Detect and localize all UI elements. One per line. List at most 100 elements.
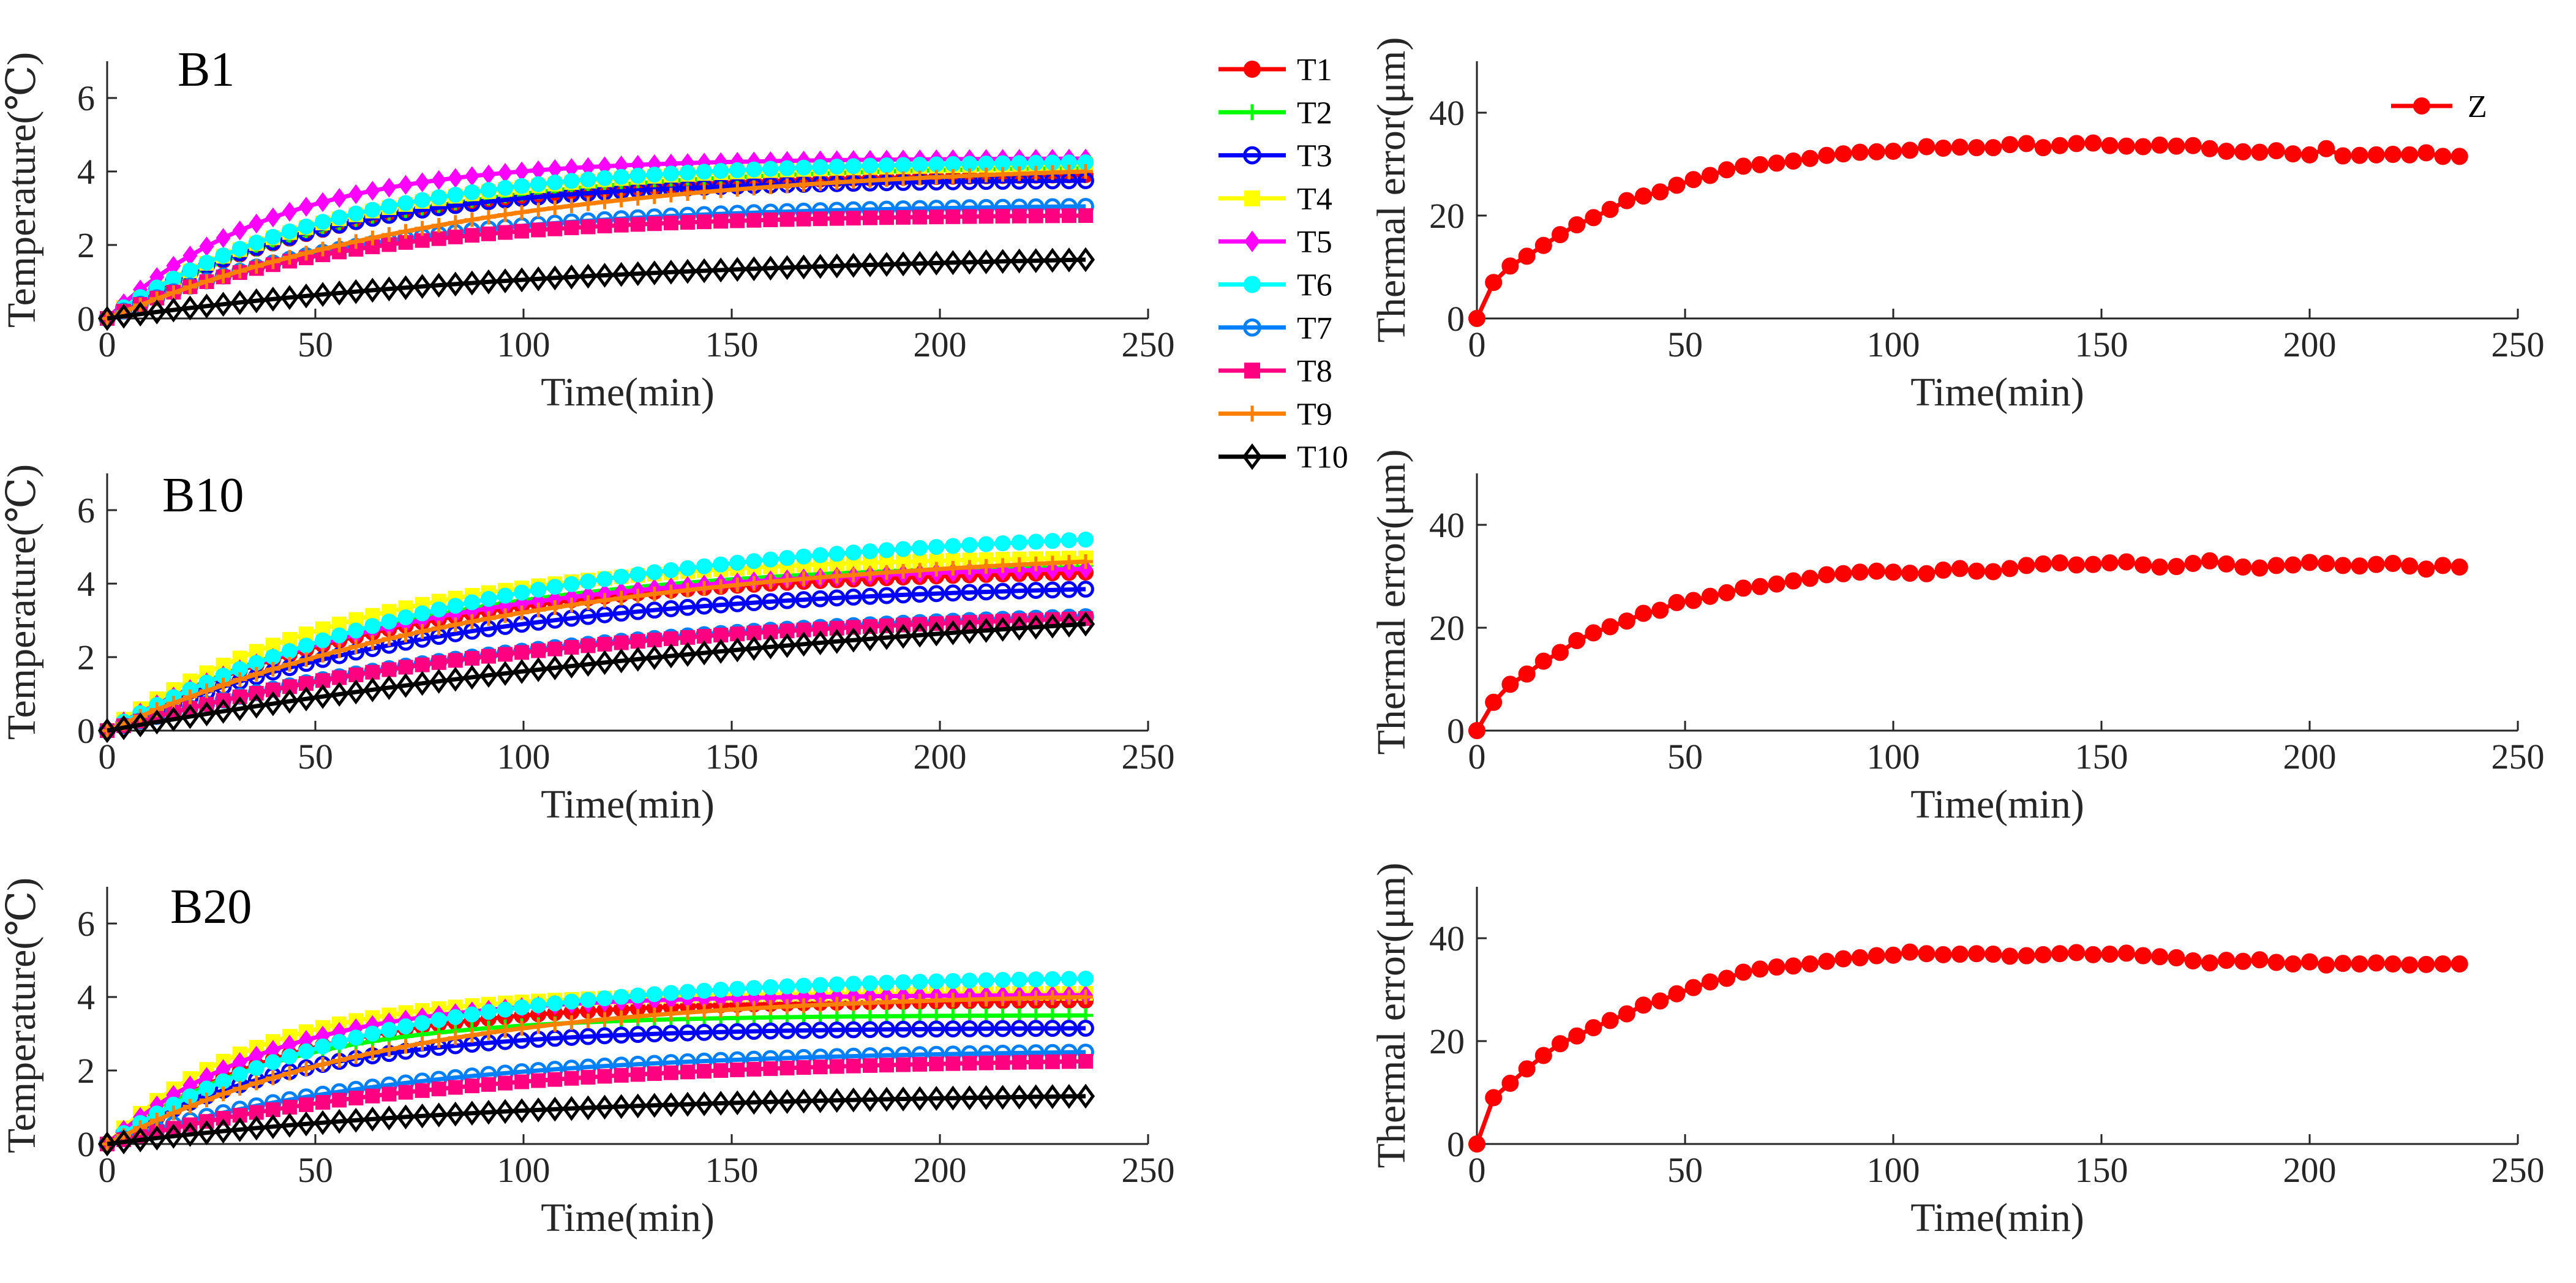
- data-point: [2450, 148, 2468, 165]
- data-point: [1061, 208, 1076, 224]
- data-point: [762, 979, 779, 995]
- data-point: [199, 1067, 214, 1087]
- data-point: [896, 563, 911, 579]
- data-point: [2267, 954, 2285, 971]
- series-T6: [99, 971, 1094, 1152]
- data-point: [249, 667, 264, 682]
- data-point: [481, 1077, 496, 1092]
- data-point: [1934, 946, 1952, 963]
- data-point: [630, 1009, 645, 1024]
- x-tick-label: 0: [1468, 1150, 1486, 1190]
- legend-entry-T5: T5: [1219, 225, 1332, 260]
- data-point: [628, 1093, 647, 1119]
- data-point: [363, 677, 382, 702]
- data-point: [497, 587, 514, 604]
- data-point: [1010, 615, 1029, 641]
- panel-B10-temp: 0 50 100 150 200 250 0 2 4 6 Time(min) Temperature(…: [0, 464, 1175, 827]
- legend-label: T9: [1297, 397, 1332, 432]
- data-point: [763, 987, 778, 1008]
- data-point: [431, 231, 446, 246]
- data-point: [514, 1074, 530, 1089]
- data-point: [662, 1025, 680, 1042]
- data-point: [645, 1025, 663, 1043]
- data-point: [2001, 136, 2019, 154]
- y-tick-label: 4: [77, 152, 95, 192]
- data-point: [2417, 144, 2435, 162]
- data-point: [945, 169, 961, 184]
- data-point: [1834, 145, 1852, 163]
- x-tick-label: 100: [497, 1150, 550, 1190]
- data-point: [547, 200, 563, 216]
- data-point: [762, 1022, 779, 1040]
- data-point: [249, 258, 264, 274]
- data-point: [728, 257, 747, 282]
- data-point: [2135, 947, 2152, 965]
- data-point: [315, 621, 331, 636]
- data-point: [995, 558, 1010, 573]
- data-point: [249, 213, 264, 234]
- data-point: [1077, 1020, 1094, 1037]
- data-point: [348, 622, 364, 639]
- data-point: [446, 271, 465, 297]
- data-point: [332, 1053, 347, 1068]
- data-point: [464, 1028, 479, 1043]
- data-point: [131, 301, 150, 327]
- data-point: [929, 562, 944, 577]
- data-point: [1768, 958, 1786, 976]
- data-point: [912, 156, 928, 173]
- data-point: [431, 217, 446, 233]
- data-point: [530, 581, 547, 598]
- data-point: [762, 160, 779, 177]
- data-point: [763, 179, 778, 195]
- data-point: [928, 973, 945, 990]
- data-point: [2001, 560, 2019, 578]
- data-point: [680, 186, 695, 201]
- legend-entry-T3: T3: [1219, 139, 1332, 174]
- data-point: [1028, 208, 1043, 224]
- data-point: [2068, 135, 2086, 152]
- data-point: [1635, 996, 1652, 1014]
- x-tick-label: 0: [1468, 325, 1486, 364]
- data-point: [944, 620, 963, 645]
- data-point: [1568, 216, 1586, 234]
- x-tick-label: 150: [705, 1150, 759, 1190]
- data-point: [745, 1089, 764, 1115]
- data-point: [398, 1085, 413, 1100]
- data-point: [282, 657, 297, 672]
- data-point: [1901, 564, 1919, 582]
- data-point: [813, 570, 828, 585]
- data-point: [829, 1059, 844, 1074]
- data-point: [215, 1073, 231, 1089]
- data-point: [1885, 946, 1902, 964]
- data-point: [893, 251, 913, 277]
- data-point: [498, 163, 513, 183]
- data-point: [1568, 1027, 1586, 1045]
- data-point: [2117, 137, 2135, 155]
- data-point: [1851, 143, 1869, 161]
- data-point: [381, 613, 397, 630]
- x-tick-label: 250: [2492, 1150, 2545, 1190]
- data-point: [131, 1127, 150, 1153]
- data-point: [564, 158, 579, 178]
- data-point: [1011, 971, 1027, 988]
- data-point: [1078, 1054, 1093, 1069]
- data-point: [612, 604, 630, 622]
- data-point: [811, 590, 829, 608]
- data-point: [214, 699, 233, 724]
- data-point: [547, 589, 563, 609]
- data-point: [199, 1093, 214, 1108]
- data-point: [247, 288, 266, 314]
- legend-swatch-marker: [1244, 230, 1260, 252]
- data-point: [531, 603, 546, 618]
- data-point: [1045, 555, 1060, 571]
- data-point: [1501, 257, 1519, 275]
- data-point: [662, 600, 680, 617]
- data-point: [562, 1096, 581, 1121]
- legend-label: Z: [2468, 89, 2487, 124]
- data-point: [729, 595, 746, 612]
- panel-B1-error: 0 50 100 150 200 250 0 20 40 Time(min) Thermal err…: [1369, 37, 2545, 415]
- data-point: [1061, 532, 1077, 549]
- data-point: [199, 274, 214, 289]
- data-point: [795, 591, 813, 609]
- data-point: [647, 1066, 662, 1082]
